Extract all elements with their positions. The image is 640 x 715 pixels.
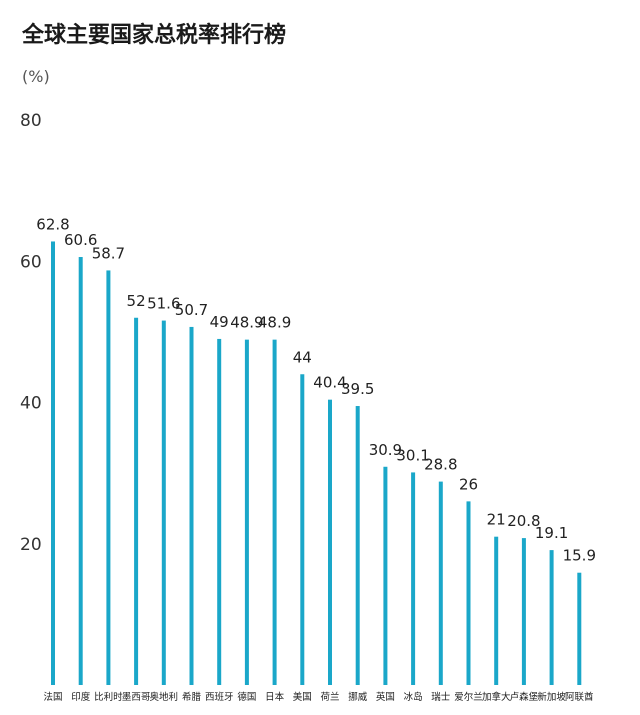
bar (272, 339, 277, 685)
category-label: 英国 (376, 691, 395, 703)
bar (328, 399, 332, 685)
bar (466, 501, 471, 685)
value-label: 50.7 (175, 301, 208, 319)
value-label: 30.9 (369, 441, 402, 459)
bar (549, 550, 554, 685)
bar (134, 317, 139, 685)
value-label: 52 (127, 292, 146, 310)
category-label: 比利时 (94, 691, 123, 703)
bar (106, 270, 111, 685)
category-label: 奥地利 (150, 691, 179, 703)
bar (438, 481, 443, 685)
y-tick-label: 60 (20, 252, 42, 272)
category-label: 冰岛 (404, 691, 423, 703)
value-label: 51.6 (147, 295, 180, 313)
category-label: 卢森堡 (510, 691, 539, 703)
value-label: 48.9 (230, 314, 263, 332)
category-label: 墨西哥 (122, 692, 151, 703)
bar (494, 536, 499, 685)
value-label: 60.6 (64, 231, 97, 249)
value-label: 21 (487, 511, 506, 529)
value-label: 48.9 (258, 314, 291, 332)
y-tick-label: 40 (20, 394, 42, 414)
category-label: 日本 (265, 691, 285, 703)
category-label: 印度 (71, 691, 91, 703)
value-label: 58.7 (92, 244, 125, 262)
value-label: 62.8 (36, 215, 69, 233)
y-axis-unit: (%) (22, 67, 50, 86)
value-label: 26 (459, 475, 478, 493)
chart-title: 全球主要国家总税率排行榜 (21, 22, 286, 48)
value-label: 30.1 (396, 446, 429, 464)
value-label: 49 (210, 313, 229, 331)
bar (51, 241, 55, 685)
value-label: 28.8 (424, 456, 457, 474)
value-label: 40.4 (313, 374, 346, 392)
category-label: 美国 (293, 691, 312, 703)
bar (383, 466, 388, 685)
bar (411, 472, 416, 685)
value-label: 44 (293, 348, 312, 366)
value-label: 15.9 (563, 547, 596, 565)
bar (189, 326, 194, 685)
category-labels: 法国 印度 比利时 墨西哥 奥地利 希腊 西班牙 德国 日本 美国 荷兰 挪威 英国 冰岛 瑞士 爱尔兰 加拿大… (43, 691, 593, 703)
category-label: 希腊 (182, 691, 202, 703)
bar (355, 406, 360, 685)
category-label: 挪威 (348, 691, 368, 703)
bar (217, 338, 222, 685)
category-label: 阿联酋 (565, 691, 594, 703)
value-labels: 62.860.658.752 51.650.749 48.948.94440.439… (36, 215, 596, 564)
category-label: 加拿大 (482, 691, 511, 703)
bar (244, 339, 249, 685)
category-label: 瑞士 (431, 691, 451, 703)
bar (161, 320, 166, 685)
bar-series (51, 241, 582, 685)
bar (78, 257, 83, 685)
y-tick-label: 80 (20, 111, 42, 131)
bar (300, 374, 305, 685)
bar (521, 538, 526, 685)
category-label: 爱尔兰 (454, 691, 483, 703)
category-label: 西班牙 (205, 691, 234, 703)
y-tick-label: 20 (20, 535, 42, 555)
category-label: 荷兰 (320, 691, 339, 703)
value-label: 19.1 (535, 524, 568, 542)
y-axis-ticks: 20 40 60 80 (20, 111, 42, 555)
category-label: 新加坡 (537, 691, 566, 703)
bar (577, 572, 582, 685)
category-label: 德国 (237, 691, 256, 703)
value-label: 20.8 (507, 512, 540, 530)
category-label: 法国 (43, 691, 62, 703)
value-label: 39.5 (341, 380, 374, 398)
